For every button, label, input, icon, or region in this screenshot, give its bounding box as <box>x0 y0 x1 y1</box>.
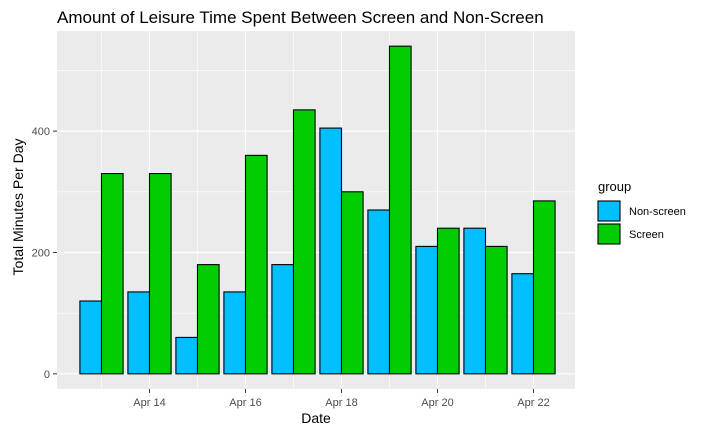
y-tick-label: 0 <box>44 369 50 381</box>
bar-non-screen-2020-04-14 <box>127 291 151 375</box>
bar-screen-2020-04-14 <box>148 173 172 375</box>
bar-screen-2020-04-19 <box>388 45 412 375</box>
x-tick-label: Apr 18 <box>325 397 357 409</box>
legend-label: Non-screen <box>629 206 686 218</box>
bar-screen-2020-04-21 <box>484 245 508 375</box>
bar-non-screen-2020-04-19 <box>367 209 391 375</box>
bar-screen-2020-04-20 <box>436 227 460 375</box>
bar-screen-2020-04-18 <box>340 191 364 375</box>
legend-swatch-screen <box>597 223 621 245</box>
bar-screen-2020-04-16 <box>244 154 268 375</box>
legend: group Non-screen Screen <box>597 179 686 245</box>
legend-label: Screen <box>629 229 664 241</box>
legend-title: group <box>598 179 631 194</box>
x-tick-label: Apr 22 <box>517 397 549 409</box>
bar-screen-2020-04-13 <box>100 173 124 375</box>
y-tick-label: 200 <box>32 247 50 259</box>
bar-screen-2020-04-17 <box>292 109 316 375</box>
y-axis-title: Total Minutes Per Day <box>10 139 26 276</box>
x-tick-label: Apr 16 <box>229 397 261 409</box>
bar-screen-2020-04-15 <box>196 264 220 375</box>
x-tick-label: Apr 20 <box>421 397 453 409</box>
x-axis-title: Date <box>301 410 331 426</box>
y-tick-label: 400 <box>32 126 50 138</box>
bar-non-screen-2020-04-21 <box>463 227 487 375</box>
bar-non-screen-2020-04-20 <box>415 245 439 375</box>
legend-swatch-non-screen <box>597 200 621 222</box>
bar-screen-2020-04-22 <box>532 200 556 375</box>
chart-title: Amount of Leisure Time Spent Between Scr… <box>57 8 544 27</box>
bar-non-screen-2020-04-22 <box>511 273 535 375</box>
y-axis: 0 200 400 <box>32 126 57 381</box>
bar-non-screen-2020-04-17 <box>271 264 295 375</box>
plot-panel <box>57 31 575 389</box>
bars <box>79 45 556 375</box>
bar-non-screen-2020-04-13 <box>79 300 103 375</box>
x-tick-label: Apr 14 <box>133 397 165 409</box>
bar-non-screen-2020-04-16 <box>223 291 247 375</box>
bar-non-screen-2020-04-18 <box>319 127 343 375</box>
x-axis: Apr 14 Apr 16 Apr 18 Apr 20 Apr 22 <box>133 389 550 409</box>
bar-non-screen-2020-04-15 <box>175 336 199 375</box>
